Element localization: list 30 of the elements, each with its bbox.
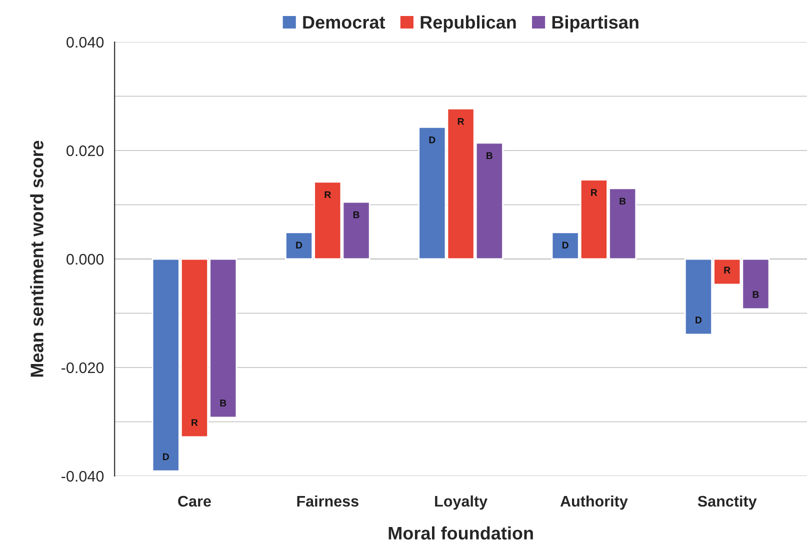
y-tick-label: -0.020 xyxy=(62,362,104,374)
data-label: B xyxy=(220,400,226,406)
data-label: D xyxy=(296,242,302,248)
data-label: B xyxy=(486,152,492,159)
y-tick-label: 0.020 xyxy=(66,145,104,156)
data-label: D xyxy=(562,242,568,248)
data-label: B xyxy=(353,211,360,218)
y-tick-label: -0.040 xyxy=(62,470,104,482)
y-axis-title: Mean sentiment word score xyxy=(30,140,44,377)
data-label: D xyxy=(163,453,169,460)
data-label: R xyxy=(458,118,464,125)
legend-label: Republican xyxy=(420,15,516,32)
legend-label: Democrat xyxy=(303,16,386,29)
x-tick-label: Fairness xyxy=(297,495,358,507)
legend-label: Bipartisan xyxy=(552,15,638,32)
data-label: R xyxy=(192,419,198,426)
y-tick-label: 0.040 xyxy=(66,36,104,48)
data-label: R xyxy=(324,191,331,198)
data-label: B xyxy=(620,198,626,205)
x-tick-label: Care xyxy=(178,496,211,507)
x-tick-label: Loyalty xyxy=(435,495,488,510)
x-tick-label: Sanctity xyxy=(698,495,757,510)
data-label: R xyxy=(591,189,598,196)
x-axis-title: Moral foundation xyxy=(388,526,533,540)
x-tick-label: Authority xyxy=(560,495,628,510)
data-label: B xyxy=(752,291,759,298)
data-label: D xyxy=(696,316,702,324)
data-label: R xyxy=(724,266,730,274)
data-label: D xyxy=(429,136,436,144)
y-tick-label: 0.000 xyxy=(66,254,104,265)
